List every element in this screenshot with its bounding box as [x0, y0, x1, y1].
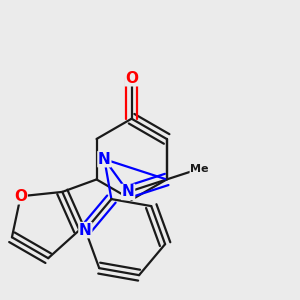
Text: N: N [79, 223, 92, 238]
Text: N: N [122, 184, 134, 200]
Text: N: N [98, 152, 111, 167]
Text: O: O [125, 71, 138, 86]
Text: Me: Me [190, 164, 208, 174]
Text: O: O [14, 189, 27, 204]
